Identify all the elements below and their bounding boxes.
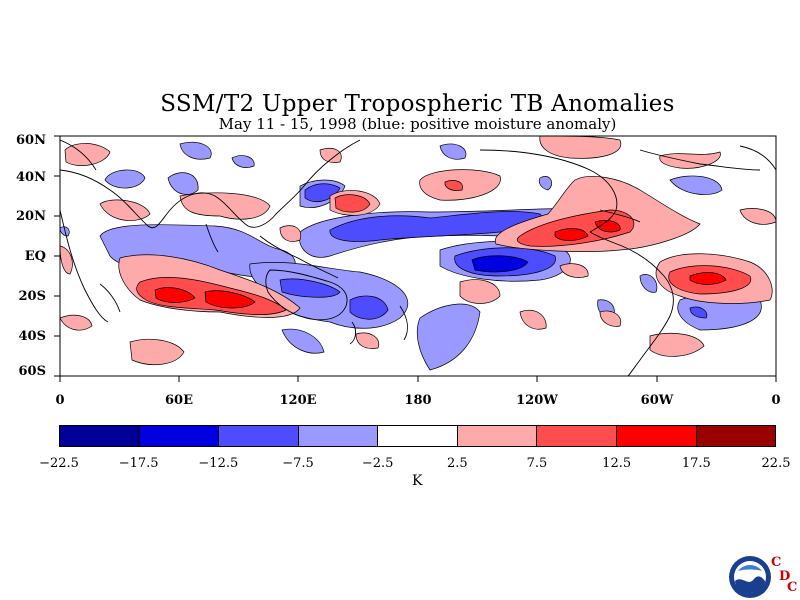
lon-label-0: 0 xyxy=(55,393,65,408)
colorbar-tick-label: −12.5 xyxy=(198,456,239,471)
colorbar-swatch xyxy=(537,426,617,446)
colorbar-swatch xyxy=(298,426,379,446)
colorbar-tick-label: 22.5 xyxy=(761,456,791,471)
lat-label-eq: EQ xyxy=(24,249,46,264)
negative-anomaly-dark xyxy=(471,255,529,273)
lon-label-120e: 120E xyxy=(279,393,317,408)
colorbar-tick-label: −17.5 xyxy=(118,456,159,471)
colorbar-tick-label: 2.5 xyxy=(446,456,468,471)
colorbar-tick-label: 12.5 xyxy=(602,456,632,471)
map-title: SSM/T2 Upper Tropospheric TB Anomalies xyxy=(160,91,675,117)
colorbar-tick-label: −2.5 xyxy=(361,456,394,471)
lat-label-60s: 60S xyxy=(18,364,46,379)
lat-label-40n: 40N xyxy=(16,170,46,185)
lon-label-0-east: 0 xyxy=(771,393,781,408)
cdc-letter-c2: C xyxy=(787,580,798,595)
colorbar-swatch xyxy=(139,426,220,446)
lon-label-180: 180 xyxy=(404,393,432,408)
lat-label-40s: 40S xyxy=(18,329,46,344)
cdc-letter-c: C xyxy=(771,555,782,570)
colorbar xyxy=(59,425,776,447)
colorbar-swatch xyxy=(696,426,776,446)
noaa-logo xyxy=(729,556,771,598)
lon-label-120w: 120W xyxy=(516,393,558,408)
lat-label-60n: 60N xyxy=(16,133,46,148)
axis-ticks xyxy=(54,135,777,382)
colorbar-swatch xyxy=(60,426,140,446)
lon-label-60w: 60W xyxy=(640,393,674,408)
lat-label-20s: 20S xyxy=(18,289,46,304)
colorbar-swatch xyxy=(457,426,538,446)
colorbar-swatch xyxy=(219,426,299,446)
colorbar-tick-label: 17.5 xyxy=(681,456,711,471)
colorbar-tick-label: −22.5 xyxy=(39,456,79,471)
lat-label-20n: 20N xyxy=(16,209,46,224)
coastlines xyxy=(60,139,776,376)
anomaly-map xyxy=(54,135,777,382)
colorbar-swatch xyxy=(616,426,697,446)
colorbar-tick-label: 7.5 xyxy=(526,456,548,471)
colorbar-swatch xyxy=(378,426,458,446)
map-subtitle: May 11 - 15, 1998 (blue: positive moistu… xyxy=(218,115,617,133)
colorbar-unit: K xyxy=(412,473,423,489)
lon-label-60e: 60E xyxy=(165,393,193,408)
colorbar-tick-label: −7.5 xyxy=(282,456,314,471)
positive-anomaly-dark xyxy=(154,220,727,309)
cdc-letter-d: D xyxy=(779,569,791,584)
